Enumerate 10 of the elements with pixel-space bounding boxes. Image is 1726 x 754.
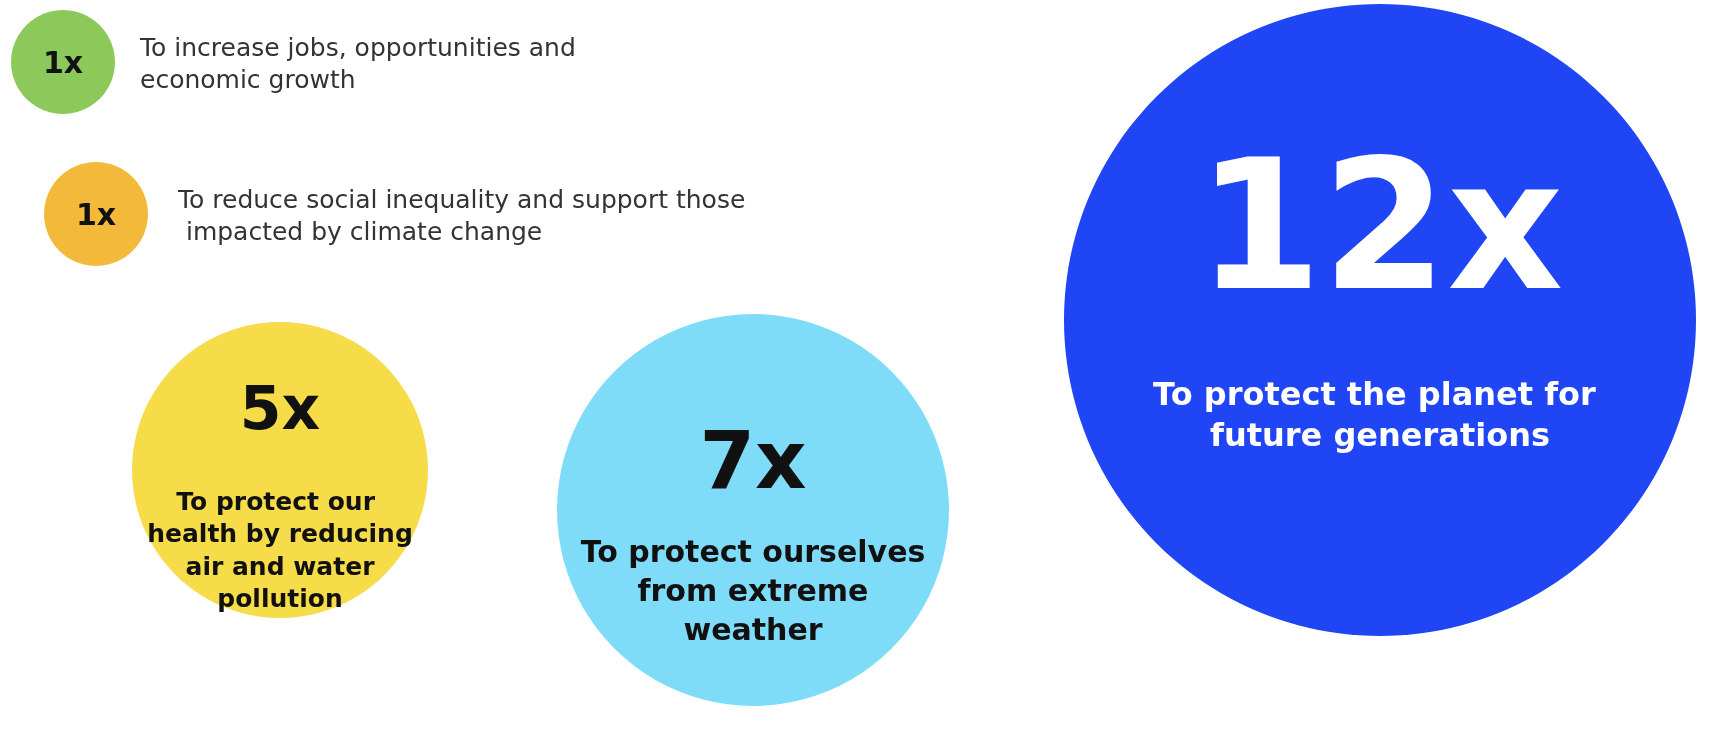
- category-label: To reduce social inequality and support those impacted by climate change: [177, 184, 746, 246]
- category-label: To protect ourselves from extreme weather: [580, 534, 926, 647]
- data-label: 1x: [42, 44, 84, 80]
- data-label: 7x: [699, 413, 807, 507]
- category-label: To increase jobs, opportunities and economic growth: [139, 32, 584, 94]
- category-label: To protect our health by reducing air and water pollution: [147, 486, 413, 614]
- category-label: To protect the planet for future generations: [1153, 374, 1607, 455]
- data-label: 1x: [75, 196, 117, 232]
- data-label: 12x: [1196, 120, 1564, 330]
- data-label: 5x: [239, 373, 321, 443]
